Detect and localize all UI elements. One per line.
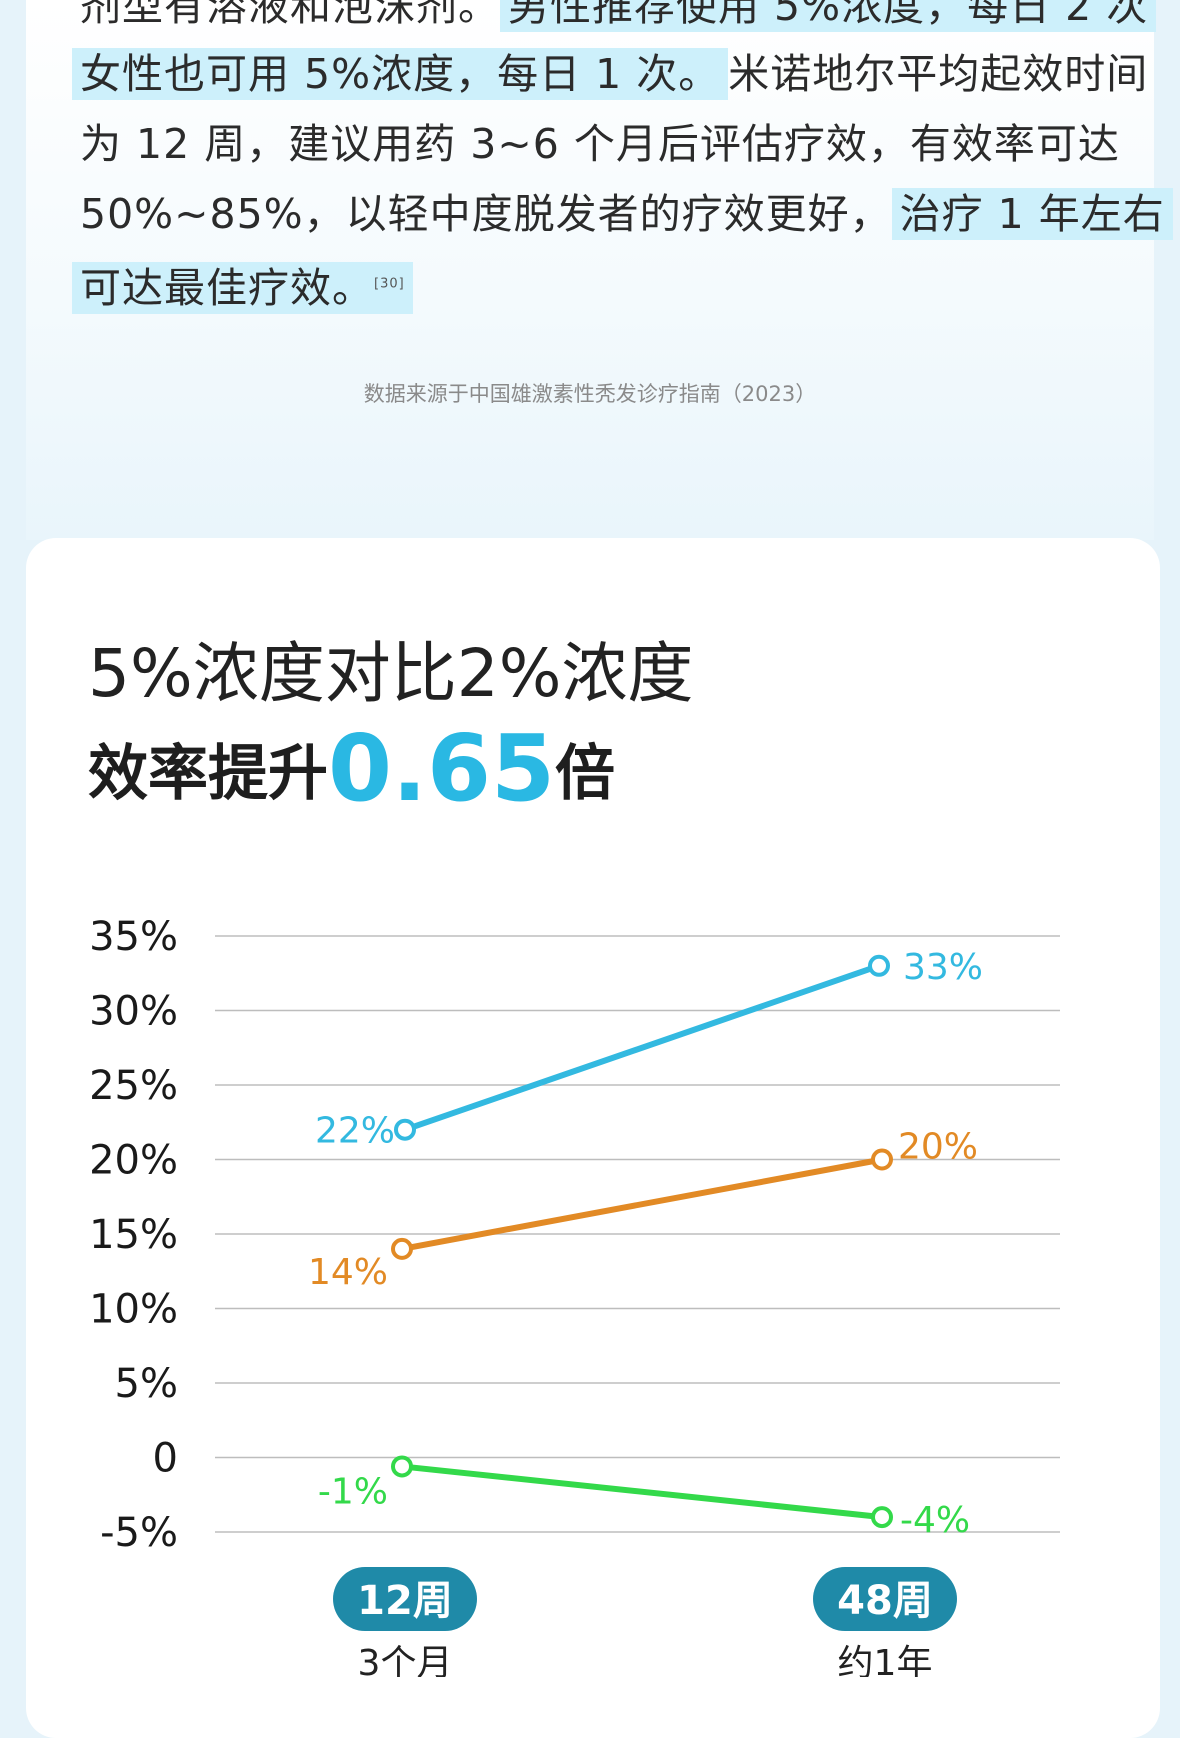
series-line: [399, 1156, 885, 1252]
paragraph-line: 可达最佳疗效。[30]: [72, 258, 1120, 314]
data-label: 22%: [315, 1111, 395, 1152]
segment-text: 男性推荐使用 5%浓度，每日 2 次: [508, 0, 1149, 30]
paragraph-line: 为 12 周，建议用药 3~6 个月后评估疗效，有效率可达: [80, 118, 1120, 170]
data-point: [871, 1148, 893, 1171]
data-label: 14%: [308, 1252, 388, 1293]
y-tick-label: -5%: [100, 1510, 178, 1556]
highlighted-text: 女性也可用 5%浓度，每日 1 次。: [72, 48, 729, 100]
headline-comparison: 5%浓度对比2%浓度: [88, 635, 694, 712]
data-label: 20%: [898, 1127, 978, 1168]
paragraph-text: 50%~85%，以轻中度脱发者的疗效更好，: [80, 190, 892, 238]
segment-text: 女性也可用 5%浓度，每日 1 次。: [80, 50, 721, 98]
highlighted-text: 可达最佳疗效。[30]: [72, 261, 413, 314]
y-tick-label: 10%: [89, 1287, 178, 1333]
x-category-pill: [813, 1567, 957, 1631]
y-tick-label: 35%: [89, 914, 178, 960]
segment-text: 米诺地尔平均起效时间: [728, 50, 1149, 98]
highlighted-text: 男性推荐使用 5%浓度，每日 2 次: [500, 0, 1157, 32]
headline-value: 0.65: [328, 715, 555, 822]
series-line: [402, 962, 882, 1133]
y-tick-label: 25%: [89, 1063, 178, 1109]
x-tick-sublabel: 约1年: [838, 1643, 933, 1677]
y-tick-label: 30%: [89, 989, 178, 1035]
citation-mark: [30]: [374, 276, 405, 291]
segment-text: 50%~85%，以轻中度脱发者的疗效更好，: [80, 190, 892, 238]
data-point: [394, 1118, 416, 1141]
segment-text: 剂型有溶液和泡沫剂。: [80, 0, 500, 30]
y-tick-label: 15%: [89, 1212, 178, 1258]
x-category-pill: [333, 1567, 477, 1631]
segment-text: 可达最佳疗效。: [80, 263, 374, 312]
paragraph-text: 剂型有溶液和泡沫剂。: [80, 0, 500, 30]
data-label: -4%: [900, 1500, 970, 1541]
y-tick-label: 20%: [89, 1138, 178, 1184]
headline-efficiency: 效率提升0.65倍: [88, 715, 615, 822]
segment-text: 为 12 周，建议用药 3~6 个月后评估疗效，有效率可达: [80, 120, 1120, 168]
data-point: [391, 1455, 413, 1478]
series-line: [399, 1463, 885, 1521]
x-tick-label: 12周: [357, 1578, 453, 1624]
data-point: [391, 1237, 413, 1260]
segment-text: 治疗 1 年左右: [899, 190, 1165, 238]
highlighted-text: 治疗 1 年左右: [891, 188, 1173, 240]
headline-prefix: 效率提升: [88, 739, 328, 809]
data-point: [871, 1506, 893, 1529]
paragraph-line: 剂型有溶液和泡沫剂。 男性推荐使用 5%浓度，每日 2 次: [80, 0, 1157, 32]
source-note: 数据来源于中国雄激素性秃发诊疗指南（2023）: [363, 382, 817, 406]
data-label: -1%: [318, 1471, 388, 1512]
y-tick-label: 5%: [115, 1361, 178, 1407]
paragraph-line: 50%~85%，以轻中度脱发者的疗效更好， 治疗 1 年左右: [80, 188, 1173, 240]
paragraph-line: 女性也可用 5%浓度，每日 1 次。 米诺地尔平均起效时间: [72, 48, 1147, 100]
data-label: 33%: [903, 947, 983, 988]
paragraph-text: 米诺地尔平均起效时间: [728, 50, 1148, 98]
y-tick-label: 0: [153, 1436, 178, 1482]
headline-suffix: 倍: [555, 739, 615, 809]
x-tick-sublabel: 3个月: [358, 1643, 453, 1677]
paragraph-text: 为 12 周，建议用药 3~6 个月后评估疗效，有效率可达: [80, 120, 1120, 168]
x-tick-label: 48周: [837, 1578, 933, 1624]
data-point: [868, 954, 890, 977]
line-chart: 35% 30% 25% 20% 15% 10% 5% 0 -5% 22% 33% 14% 20% -1% -…: [89, 914, 1060, 1677]
chart-card: [26, 538, 1160, 1738]
